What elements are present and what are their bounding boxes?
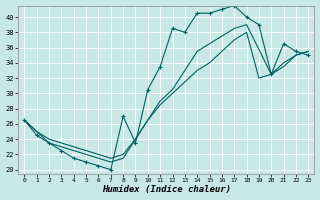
X-axis label: Humidex (Indice chaleur): Humidex (Indice chaleur) [102, 185, 231, 194]
